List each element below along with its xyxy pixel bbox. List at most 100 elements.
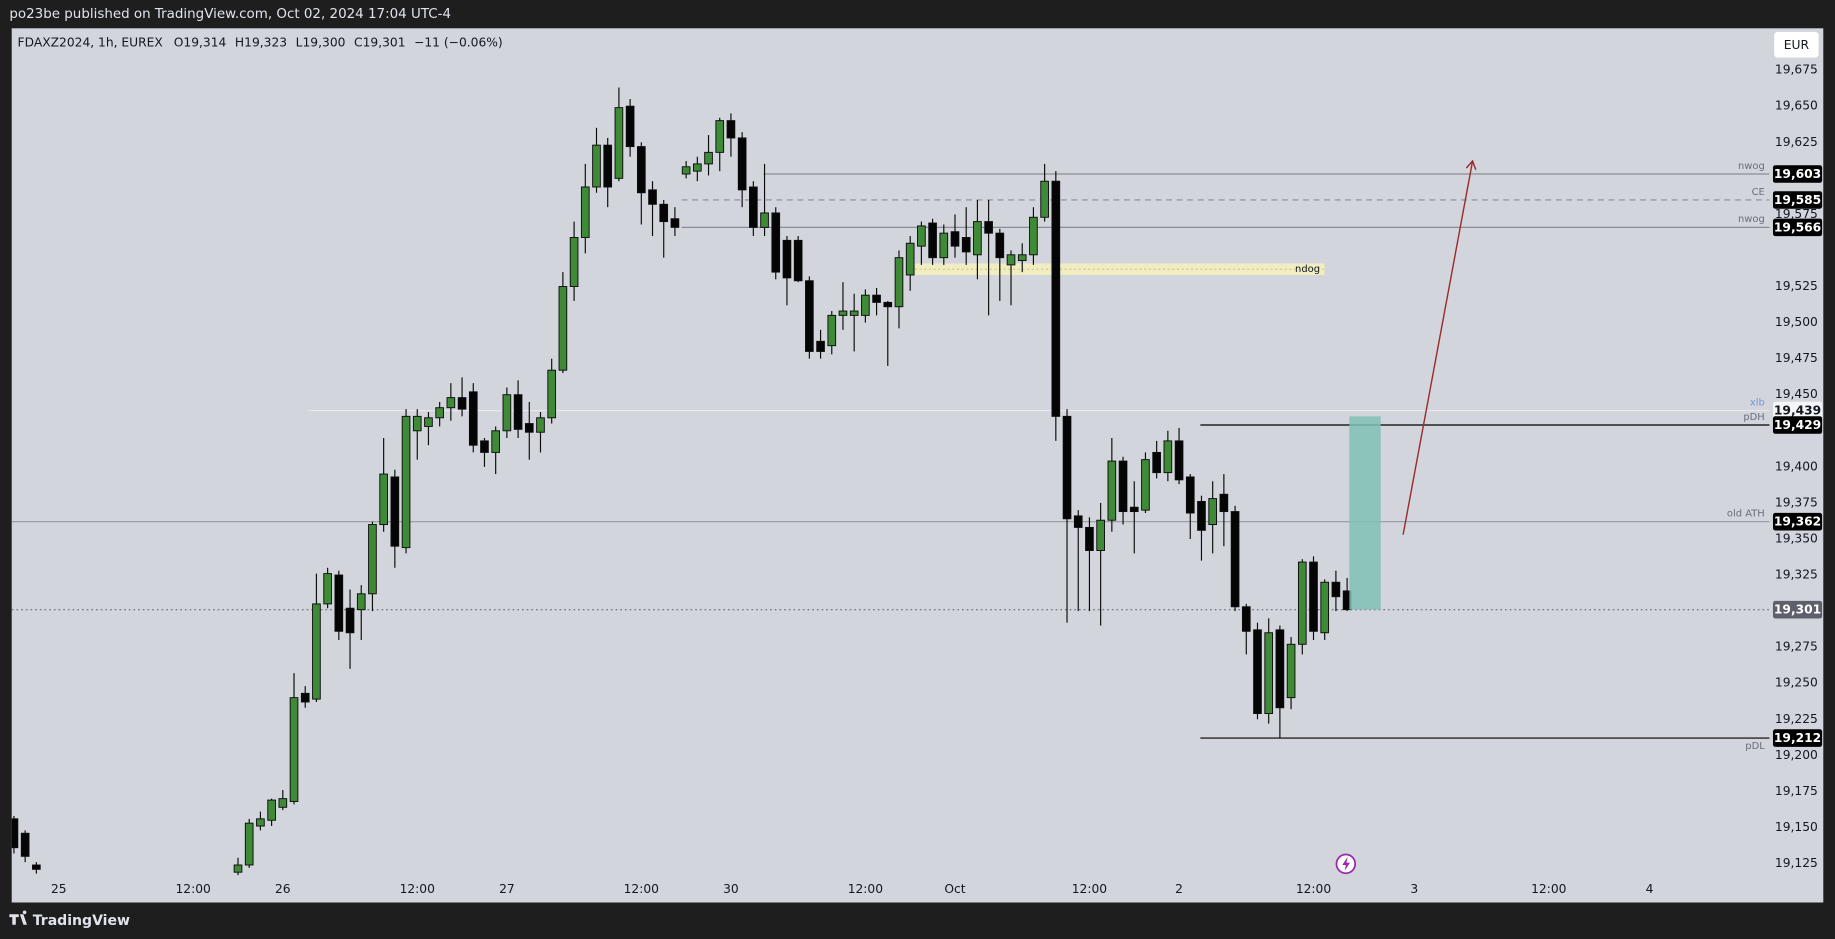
candle-body: [1264, 632, 1274, 714]
currency-button-bg[interactable]: [1774, 31, 1819, 58]
arrow-head: [1465, 159, 1477, 171]
candle-body: [603, 144, 613, 188]
symbol: FDAXZ2024, 1h, EUREX: [18, 35, 164, 49]
level-label: old ATH: [1727, 508, 1765, 519]
target-box: [1349, 416, 1381, 610]
candle-body: [468, 391, 478, 446]
candle-body: [961, 237, 971, 253]
price-tag-label: 19,212: [1774, 731, 1821, 745]
candle-body: [681, 166, 691, 175]
candle-body: [1219, 493, 1229, 513]
y-tick-label: 19,200: [1775, 748, 1818, 762]
candle-body: [861, 294, 870, 316]
candle-body: [457, 397, 467, 410]
candle-body: [749, 186, 758, 228]
x-tick-label: 12:00: [1296, 882, 1331, 896]
y-tick-label: 19,350: [1775, 531, 1818, 545]
chart-area: [11, 28, 1824, 903]
ndog-label: ndog: [1295, 264, 1320, 275]
candle-body: [849, 310, 859, 316]
candle-body: [760, 212, 769, 228]
level-label: nwog: [1738, 161, 1765, 172]
candle-body: [424, 417, 433, 427]
y-tick-label: 19,400: [1775, 459, 1818, 473]
y-tick-label: 19,175: [1775, 784, 1818, 798]
candle-body: [11, 818, 19, 849]
candle-body: [244, 822, 254, 866]
candle-body: [648, 189, 657, 205]
ndog-zone: [914, 263, 1325, 275]
candle-body: [401, 415, 411, 549]
y-tick-label: 19,125: [1775, 856, 1818, 870]
candle-body: [1085, 526, 1094, 551]
candle-body: [1208, 498, 1218, 526]
candle-body: [614, 107, 624, 179]
y-tick-label: 19,325: [1775, 568, 1818, 582]
candle-body: [704, 151, 713, 165]
candle-body: [1006, 254, 1016, 266]
candle-body: [917, 225, 926, 247]
candle-body: [625, 105, 635, 148]
candle-body: [547, 369, 557, 419]
candle-body: [883, 301, 893, 308]
candle-body: [1118, 460, 1128, 513]
candle-body: [480, 440, 489, 453]
replay-bolt[interactable]: [1342, 856, 1350, 871]
candle-body: [569, 237, 579, 287]
y-tick-label: 19,500: [1775, 315, 1818, 329]
candle-body: [412, 415, 422, 432]
candle-body: [446, 397, 456, 409]
candle-body: [715, 120, 725, 153]
candle-body: [256, 818, 265, 827]
candle-body: [838, 310, 848, 316]
x-tick-label: 3: [1410, 882, 1418, 896]
plot: [11, 87, 1770, 876]
candle-body: [1197, 501, 1206, 531]
candle-body: [524, 423, 534, 433]
published-note: po23be published on TradingView.com, Oct…: [9, 7, 451, 22]
candle-body: [1320, 581, 1330, 634]
candle-body: [1096, 519, 1105, 551]
y-tick-label: 19,450: [1775, 387, 1818, 401]
overlay: 19,675 19,650 19,625 19,575 19,525 19,500 19,4…: [51, 63, 1823, 896]
candle-body: [973, 221, 982, 256]
candle-body: [267, 799, 276, 821]
candle-body: [1040, 180, 1049, 218]
candle-body: [345, 607, 355, 634]
price-tag-label: 19,439: [1774, 404, 1821, 418]
price-tag-label: 19,585: [1774, 193, 1821, 207]
candle-body: [950, 231, 960, 247]
candle-body: [368, 524, 377, 595]
candle-body: [771, 212, 781, 273]
candle-body: [659, 203, 669, 223]
currency[interactable]: EUR: [1784, 38, 1810, 52]
candle-body: [805, 280, 814, 352]
candle-body: [334, 574, 344, 632]
replay-icon[interactable]: [1335, 853, 1357, 875]
candle-body: [312, 603, 321, 700]
price-tag-label: 19,362: [1774, 515, 1821, 529]
ohlc-low: L19,300: [296, 35, 346, 49]
level-label: nwog: [1738, 214, 1765, 225]
y-tick-label: 19,575: [1775, 207, 1818, 221]
brand-name: TradingView: [33, 913, 130, 929]
candle-body: [995, 232, 1005, 259]
candle-body: [793, 239, 803, 282]
x-tick-label: 12:00: [848, 882, 883, 896]
x-tick-label: 12:00: [1072, 882, 1107, 896]
candle-body: [670, 218, 680, 228]
y-tick-label: 19,650: [1775, 99, 1818, 113]
level-label: CE: [1752, 187, 1765, 198]
candle-body: [1107, 460, 1117, 521]
y-tick-label: 19,225: [1775, 712, 1818, 726]
currency-button[interactable]: EUR: [1774, 31, 1819, 58]
candle-body: [726, 120, 736, 139]
y-tick-label: 19,475: [1775, 351, 1818, 365]
x-tick-label: Oct: [944, 882, 965, 896]
candle-body: [356, 593, 366, 611]
candle-body: [323, 573, 332, 605]
candle-body: [1253, 629, 1262, 714]
x-tick-label: 12:00: [1531, 882, 1566, 896]
